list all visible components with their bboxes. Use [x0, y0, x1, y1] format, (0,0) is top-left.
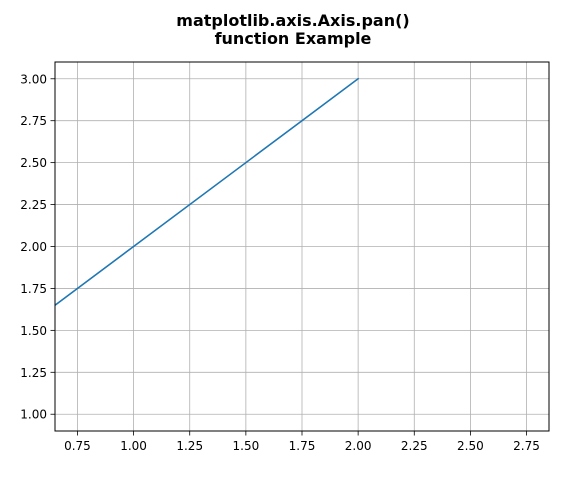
x-tick-label: 2.50: [457, 439, 484, 453]
x-axis: 0.75 1.00 1.25 1.50 1.75 2.00 2.25 2.50 2.75: [64, 431, 540, 453]
y-tick-label: 1.00: [20, 408, 47, 422]
series-layer: [55, 77, 360, 307]
x-tick-label: 0.75: [64, 439, 91, 453]
x-tick-label: 1.50: [233, 439, 260, 453]
y-axis: 1.00 1.25 1.50 1.75 2.00 2.25 2.50 2.75 3.00: [20, 72, 55, 422]
y-tick-label: 2.00: [20, 240, 47, 254]
x-tick-label: 2.25: [401, 439, 428, 453]
series-line-line: [55, 77, 360, 307]
y-tick-label: 2.25: [20, 198, 47, 212]
x-tick-label: 1.75: [289, 439, 316, 453]
x-tick-label: 1.25: [176, 439, 203, 453]
y-tick-label: 3.00: [20, 72, 47, 86]
y-tick-label: 1.25: [20, 366, 47, 380]
y-tick-label: 1.75: [20, 282, 47, 296]
chart-title-line-2: function Example: [215, 29, 372, 48]
chart-title-line-1: matplotlib.axis.Axis.pan(): [176, 11, 409, 30]
y-tick-label: 2.50: [20, 156, 47, 170]
grid: [55, 62, 549, 431]
x-tick-label: 2.75: [513, 439, 540, 453]
x-tick-label: 2.00: [345, 439, 372, 453]
y-tick-label: 1.50: [20, 324, 47, 338]
y-tick-label: 2.75: [20, 114, 47, 128]
x-tick-label: 1.00: [120, 439, 147, 453]
